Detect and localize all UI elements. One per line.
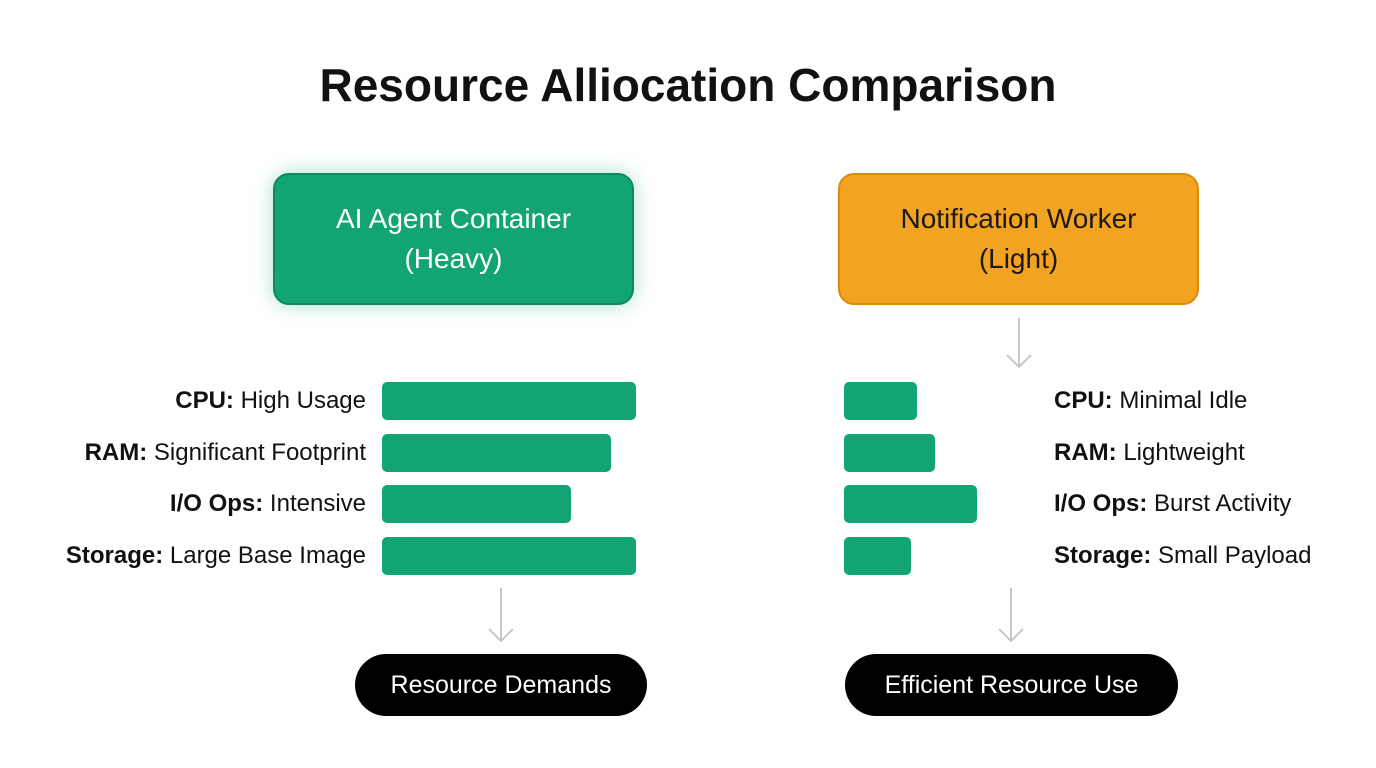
metric-text: High Usage <box>233 387 366 414</box>
metric-label: I/O Ops: Burst Activity <box>1054 489 1291 519</box>
arrow <box>488 588 514 643</box>
metric-key: CPU: <box>175 387 234 414</box>
usage-bar <box>382 537 636 575</box>
title: Resource Alliocation Comparison <box>319 59 1057 111</box>
metric-text: Minimal Idle <box>1112 387 1248 414</box>
metric-key: RAM: <box>84 439 148 466</box>
metric-key: I/O Ops: <box>1054 490 1148 517</box>
metric-label: Storage: Large Base Image <box>66 541 366 571</box>
usage-bar <box>844 485 977 523</box>
usage-bar <box>382 485 571 523</box>
metric-label: Storage: Small Payload <box>1054 541 1311 571</box>
metric-key: I/O Ops: <box>169 490 264 517</box>
arrow <box>998 588 1024 643</box>
metric-text: Significant Footprint <box>147 439 366 466</box>
metric-key: RAM: <box>1054 439 1117 466</box>
header-line: (Heavy) <box>404 243 503 274</box>
usage-bar <box>382 382 636 420</box>
arrow <box>1006 318 1032 369</box>
metric-label: CPU: Minimal Idle <box>1054 386 1247 416</box>
metric-label: CPU: High Usage <box>175 386 366 416</box>
metric-label: RAM: Significant Footprint <box>85 438 366 468</box>
metric-text: Lightweight <box>1116 439 1245 466</box>
footer-pill: Efficient Resource Use <box>845 654 1178 716</box>
footer-pill: Resource Demands <box>355 654 647 716</box>
metric-key: Storage: <box>1054 542 1152 569</box>
header-line: Notification Worker <box>900 203 1137 234</box>
metric-label: I/O Ops: Intensive <box>170 489 366 519</box>
metric-text: Burst Activity <box>1147 490 1292 517</box>
usage-bar <box>844 434 935 472</box>
header-box: AI Agent Container (Heavy) <box>273 173 634 305</box>
metric-key: Storage: <box>65 542 164 569</box>
usage-bar <box>382 434 611 472</box>
metric-text: Large Base Image <box>163 542 366 569</box>
metric-key: CPU: <box>1054 387 1113 414</box>
usage-bar <box>844 382 917 420</box>
metric-label: RAM: Lightweight <box>1054 438 1245 468</box>
header-box: Notification Worker (Light) <box>838 173 1199 305</box>
metric-text: Intensive <box>263 490 366 517</box>
usage-bar <box>844 537 911 575</box>
header-line: AI Agent Container <box>335 203 572 234</box>
metric-text: Small Payload <box>1151 542 1312 569</box>
header-line: (Light) <box>978 243 1059 274</box>
